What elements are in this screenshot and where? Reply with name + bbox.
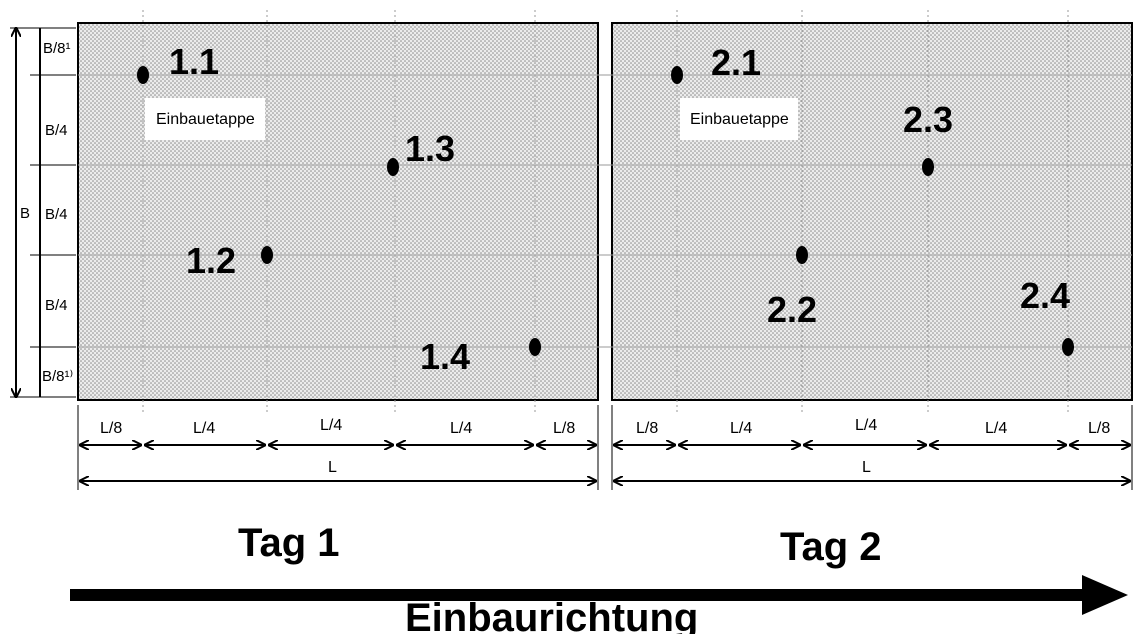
- left-dimension-chain: B/8¹ B/4 B/4 B/4 B/8¹⁾ B: [10, 28, 76, 397]
- day2-title: Tag 2: [780, 525, 882, 569]
- day1-l-label: L: [328, 459, 337, 476]
- day2-area: [611, 22, 1133, 401]
- day2-l-label: L: [862, 459, 871, 476]
- b8-top-label: B/8¹: [43, 40, 71, 57]
- day2-l4c-label: L/4: [985, 420, 1007, 437]
- b4-b-label: B/4: [45, 206, 68, 223]
- day2-point-4-label: 2.4: [1020, 275, 1070, 316]
- direction-arrow: [70, 575, 1128, 615]
- day1-l4a-label: L/4: [193, 420, 215, 437]
- day1-point-1-marker: [137, 66, 149, 84]
- day2-point-2-label: 2.2: [767, 289, 817, 330]
- day2-stage-box: [680, 98, 798, 140]
- day1-point-2-label: 1.2: [186, 240, 236, 281]
- day1-point-4-marker: [529, 338, 541, 356]
- b4-a-label: B/4: [45, 122, 68, 139]
- day1-l4c-label: L/4: [450, 420, 472, 437]
- day1-title: Tag 1: [238, 521, 340, 565]
- day1-point-4-label: 1.4: [420, 336, 470, 377]
- day1-point-3-label: 1.3: [405, 128, 455, 169]
- day1-point-2-marker: [261, 246, 273, 264]
- day1-stage-box: [145, 98, 265, 140]
- day1-stage-label: Einbauetappe: [156, 111, 255, 128]
- direction-arrow-head: [1082, 575, 1128, 615]
- day2-l8a-label: L/8: [636, 420, 658, 437]
- b-label: B: [20, 205, 30, 222]
- day1-l8a-label: L/8: [100, 420, 122, 437]
- day2-dimension-chain: L/8 L/4 L/4 L/4 L/8 L: [611, 405, 1133, 490]
- day2-point-2-marker: [796, 246, 808, 264]
- day2-point-4-marker: [1062, 338, 1074, 356]
- day1-area: [77, 22, 599, 401]
- day2-l8b-label: L/8: [1088, 420, 1110, 437]
- day2-point-3-label: 2.3: [903, 99, 953, 140]
- day1-dimension-chain: L/8 L/4 L/4 L/4 L/8 L: [77, 405, 599, 490]
- direction-label: Einbaurichtung: [405, 596, 698, 634]
- direction-arrow-shaft: [70, 589, 1090, 601]
- day2-point-1-marker: [671, 66, 683, 84]
- day2-l4b-label: L/4: [855, 417, 877, 434]
- day1-l4b-label: L/4: [320, 417, 342, 434]
- day2-point-3-marker: [922, 158, 934, 176]
- day1-point-1-label: 1.1: [169, 41, 219, 82]
- day1-point-3-marker: [387, 158, 399, 176]
- day1-panel: Einbauetappe 1.1 1.2 1.3 1.4: [77, 10, 599, 415]
- day2-l4a-label: L/4: [730, 420, 752, 437]
- day2-panel: Einbauetappe 2.1 2.2 2.3 2.4: [598, 10, 1133, 415]
- day1-l8b-label: L/8: [553, 420, 575, 437]
- b4-c-label: B/4: [45, 297, 68, 314]
- day2-stage-label: Einbauetappe: [690, 111, 789, 128]
- b8-bottom-label: B/8¹⁾: [42, 368, 73, 385]
- day2-point-1-label: 2.1: [711, 42, 761, 83]
